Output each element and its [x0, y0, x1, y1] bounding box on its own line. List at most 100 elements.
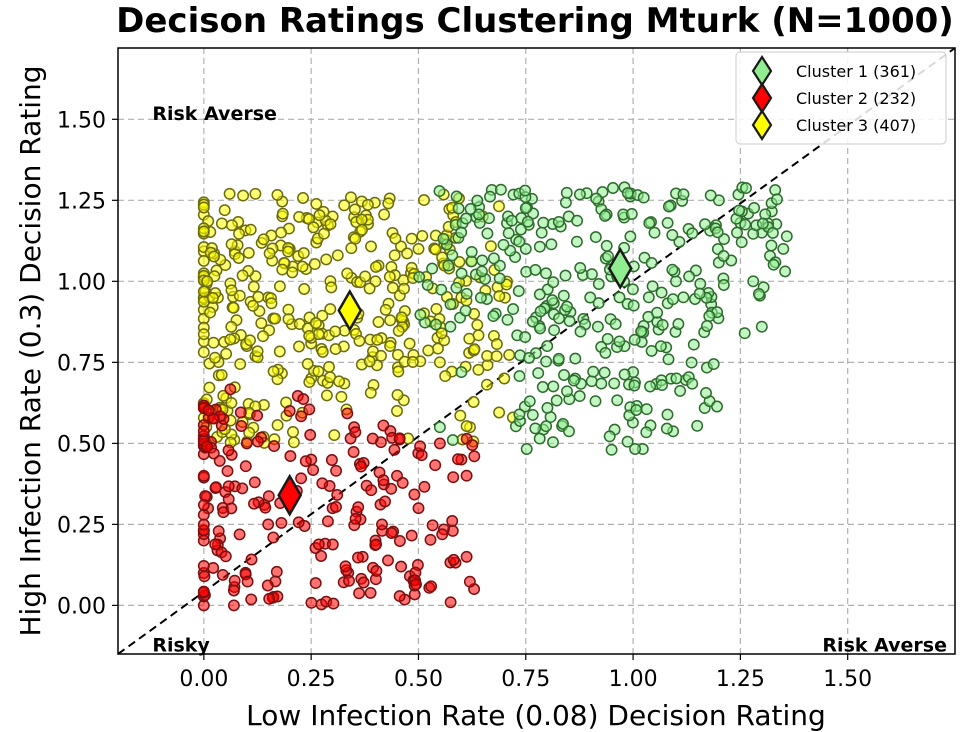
- data-point: [666, 263, 679, 276]
- data-point: [197, 346, 210, 359]
- data-point: [207, 336, 220, 349]
- data-point: [666, 229, 679, 241]
- data-point: [446, 434, 459, 447]
- data-point: [347, 446, 360, 458]
- data-point: [468, 450, 481, 463]
- data-point: [463, 575, 476, 588]
- data-point: [483, 212, 495, 225]
- data-point: [460, 550, 473, 563]
- data-point: [344, 191, 357, 204]
- data-point: [378, 208, 391, 221]
- data-point: [353, 587, 366, 600]
- data-point: [198, 570, 211, 583]
- data-point: [233, 528, 246, 541]
- data-point: [429, 459, 442, 472]
- data-point: [237, 189, 250, 202]
- data-point: [224, 333, 237, 346]
- data-point: [321, 515, 334, 528]
- region-annotation: Risky: [152, 634, 210, 656]
- data-point: [352, 551, 364, 564]
- data-point: [413, 270, 426, 283]
- data-point: [603, 430, 616, 443]
- data-point: [567, 374, 580, 387]
- data-point: [430, 302, 443, 315]
- data-point: [385, 527, 398, 539]
- y-tick-label: 0.25: [57, 513, 106, 538]
- data-point: [644, 380, 657, 393]
- data-point: [365, 240, 377, 253]
- data-point: [487, 252, 500, 265]
- data-point: [363, 282, 376, 295]
- data-point: [241, 575, 254, 588]
- data-point: [662, 200, 675, 213]
- data-point: [685, 356, 698, 369]
- data-point: [450, 281, 463, 294]
- data-point: [242, 246, 255, 259]
- data-point: [303, 376, 316, 389]
- x-tick-label: 0.50: [394, 667, 443, 692]
- data-point: [460, 469, 473, 482]
- data-point: [405, 529, 418, 542]
- data-point: [519, 331, 532, 344]
- data-point: [251, 409, 264, 422]
- data-point: [439, 370, 452, 383]
- data-point: [331, 488, 344, 501]
- data-point: [484, 190, 496, 203]
- data-point: [599, 209, 611, 222]
- data-point: [318, 227, 330, 240]
- data-point: [412, 242, 425, 255]
- data-point: [375, 349, 387, 362]
- data-point: [225, 238, 238, 251]
- data-point: [569, 352, 582, 365]
- data-point: [393, 432, 406, 445]
- data-point: [221, 465, 234, 478]
- data-point: [444, 298, 457, 311]
- data-point: [251, 435, 264, 448]
- data-point: [232, 252, 245, 264]
- data-point: [201, 440, 213, 453]
- data-point: [222, 480, 235, 493]
- data-point: [507, 303, 520, 316]
- data-point: [269, 312, 282, 325]
- data-point: [523, 351, 536, 364]
- data-point: [534, 322, 547, 335]
- data-point: [519, 202, 532, 215]
- data-point: [537, 216, 550, 229]
- data-point: [514, 223, 527, 236]
- annotations: Risk Averse Risky Risk Averse: [152, 103, 947, 656]
- data-point: [418, 480, 431, 493]
- data-point: [363, 355, 376, 368]
- data-point: [756, 217, 769, 230]
- data-point: [561, 300, 573, 313]
- data-point: [523, 395, 536, 408]
- data-point: [677, 291, 690, 304]
- data-point: [472, 363, 485, 376]
- data-point: [251, 345, 264, 358]
- data-point: [262, 490, 275, 503]
- data-point: [513, 370, 526, 383]
- data-point: [459, 304, 472, 317]
- data-point: [591, 320, 604, 333]
- data-point: [379, 303, 392, 316]
- data-point: [376, 518, 388, 531]
- legend-box: [735, 51, 947, 145]
- data-point: [605, 443, 618, 456]
- data-point: [430, 318, 442, 331]
- data-point: [305, 596, 318, 609]
- data-point: [535, 226, 548, 239]
- data-point: [202, 404, 215, 417]
- data-point: [595, 377, 608, 390]
- data-point: [455, 267, 468, 280]
- data-point: [541, 401, 554, 414]
- data-point: [471, 318, 484, 331]
- data-point: [396, 476, 409, 489]
- data-point: [377, 474, 390, 487]
- data-point: [598, 366, 611, 379]
- data-point: [611, 394, 624, 407]
- data-point: [767, 258, 780, 271]
- data-point: [382, 554, 394, 567]
- data-point: [587, 365, 600, 378]
- data-point: [244, 334, 256, 347]
- data-point: [225, 219, 238, 232]
- data-point: [364, 586, 377, 599]
